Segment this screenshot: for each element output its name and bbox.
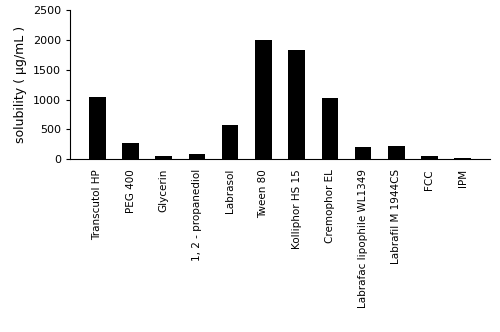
- Y-axis label: solubility ( μg/mL ): solubility ( μg/mL ): [14, 26, 28, 143]
- Bar: [156, 156, 172, 159]
- Bar: [188, 154, 206, 159]
- Bar: [255, 41, 272, 159]
- Bar: [322, 98, 338, 159]
- Bar: [89, 97, 106, 159]
- Bar: [454, 158, 471, 159]
- Bar: [421, 156, 438, 159]
- Bar: [288, 50, 305, 159]
- Bar: [388, 146, 404, 159]
- Bar: [354, 147, 372, 159]
- Bar: [222, 125, 238, 159]
- Bar: [122, 143, 139, 159]
